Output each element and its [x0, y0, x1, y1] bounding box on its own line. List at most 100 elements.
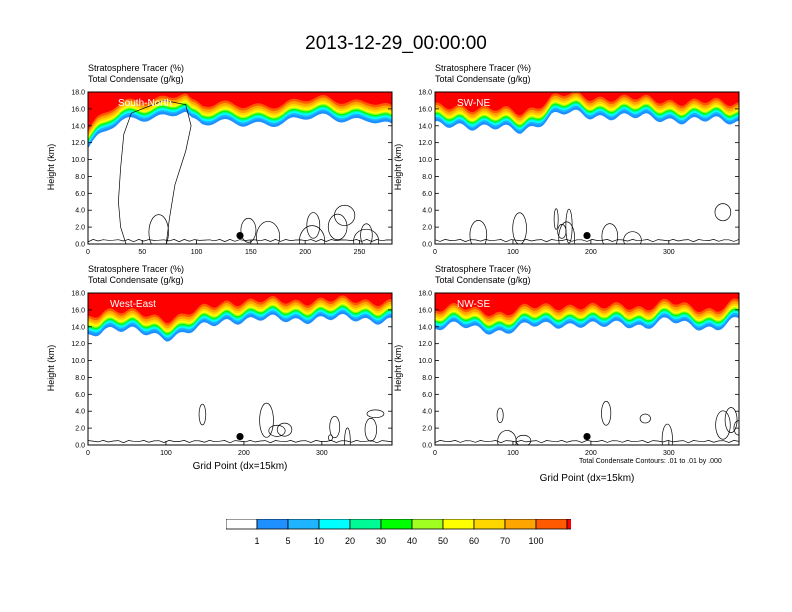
panel-3-contour [198, 403, 207, 426]
panel-4-ytick-label: 10.0 [418, 358, 432, 365]
panel-4-ytick-label: 16.0 [418, 307, 432, 314]
panel-4-frame [434, 292, 740, 446]
panel-2-region-label: SW-NE [457, 98, 490, 109]
panel-3-contour [364, 417, 377, 442]
panel-3-xtick-label: 100 [160, 450, 172, 457]
panel-2-title-condensate: Total Condensate (g/kg) [435, 74, 531, 84]
panel-2-ytick-label: 0.0 [422, 242, 432, 249]
colorbar-label: 30 [376, 536, 386, 546]
colorbar-swatch [442, 519, 475, 530]
panel-1-title-tracer: Stratosphere Tracer (%) [88, 63, 185, 73]
panel-4-contour [515, 434, 532, 445]
panel-2-location-marker [583, 231, 591, 240]
panel-3-xtick-label: 0 [86, 450, 90, 457]
panel-3-plot: West-East 0.0 2.0 4.0 6.0 8.0 10.0 12.0 14.0 16.0… [71, 291, 393, 457]
panel-1-location-marker [236, 231, 244, 240]
panel-4-ytick-label: 8.0 [422, 375, 432, 382]
panel-3-ytick-label: 10.0 [71, 358, 85, 365]
panel-3-contour [329, 415, 341, 439]
panel-4-ytick-label: 14.0 [418, 324, 432, 331]
panel-1-plot: South-North 0.0 2.0 4.0 6.0 8.0 10.0 12.0 14.0 16… [71, 90, 393, 256]
colorbar: 1 5 10 20 30 40 50 60 70 100 [226, 519, 571, 546]
panel-3-title-condensate: Total Condensate (g/kg) [88, 275, 184, 285]
panel-4-contour [639, 413, 651, 424]
panel-4-xtick-label: 200 [585, 450, 597, 457]
panel-2-tracer-band-11 [435, 92, 739, 116]
panel-1-ytick-label: 18.0 [71, 90, 85, 97]
panel-2-ytick-label: 14.0 [418, 123, 432, 130]
panel-3-ytick-label: 18.0 [71, 291, 85, 298]
panel-1-xtick-label: 200 [299, 249, 311, 256]
panel-1-frame [87, 91, 393, 245]
panel-1-contour [306, 212, 321, 239]
panel-2-field [435, 92, 739, 244]
panel-2-contour [565, 208, 573, 244]
panel-2-plot: SW-NE 0.0 2.0 4.0 6.0 8.0 10.0 12.0 14.0 16.0 18.0… [418, 90, 740, 256]
panel-2-ytick-label: 16.0 [418, 106, 432, 113]
panel-3-ytick-label: 2.0 [75, 426, 85, 433]
panel-3-ylabel: Height (km) [46, 344, 56, 392]
panel-1-xtick-label: 0 [86, 249, 90, 256]
colorbar-label: 40 [407, 536, 417, 546]
panel-2-ytick-label: 18.0 [418, 90, 432, 97]
colorbar-label: 10 [314, 536, 324, 546]
panel-2-xtick-label: 300 [663, 249, 675, 256]
panel-2-ytick-label: 10.0 [418, 157, 432, 164]
panel-3-ytick-label: 14.0 [71, 324, 85, 331]
panel-1-ytick-label: 10.0 [71, 157, 85, 164]
panel-4-ytick-label: 18.0 [418, 291, 432, 298]
colorbar-swatch [504, 519, 537, 530]
panel-1-contour [334, 204, 356, 226]
panel-4-contour [661, 423, 673, 445]
panel-1-ytick-label: 4.0 [75, 208, 85, 215]
panel-2-frame [434, 91, 740, 245]
figure-title: 2013-12-29_00:00:00 [305, 33, 487, 54]
panel-3-ytick-label: 16.0 [71, 307, 85, 314]
panel-1-cloud-contour [118, 100, 192, 244]
panel-3-contour [268, 424, 286, 437]
colorbar-swatch [566, 519, 571, 530]
panel-1-tracer-band-8 [88, 92, 392, 138]
colorbar-swatch [318, 519, 351, 530]
panel-3-xtick-label: 200 [238, 450, 250, 457]
panel-1-contour [256, 221, 281, 244]
panel-4-footnote: Total Condensate Contours: .01 to .01 by… [579, 458, 722, 465]
panel-4-xlabel: Grid Point (dx=15km) [539, 473, 635, 484]
panel-3-ytick-label: 0.0 [75, 443, 85, 450]
panel-4-field [435, 293, 739, 445]
panel-1-contour [148, 214, 169, 244]
panel-1-ytick-label: 12.0 [71, 140, 85, 147]
panel-3-frame [87, 292, 393, 446]
panel-1-field [88, 92, 392, 244]
panel-3-ytick-label: 8.0 [75, 375, 85, 382]
panel-2-contour [469, 219, 488, 244]
panel-3-xlabel: Grid Point (dx=15km) [192, 461, 288, 472]
panel-1-ytick-label: 16.0 [71, 106, 85, 113]
panel-3-surface-contour [88, 440, 392, 444]
panel-2-contour [557, 224, 567, 239]
colorbar-label: 100 [528, 536, 543, 546]
panel-1-surface-contour [88, 239, 392, 243]
panel-3-ytick-label: 12.0 [71, 341, 85, 348]
colorbar-label: 5 [285, 536, 290, 546]
panel-4-ylabel: Height (km) [393, 344, 403, 392]
colorbar-swatch [226, 519, 258, 530]
panel-2-xtick-label: 200 [585, 249, 597, 256]
panel-3-ytick-label: 4.0 [75, 409, 85, 416]
colorbar-swatch [256, 519, 289, 530]
panel-3-region-label: West-East [110, 299, 156, 310]
panel-1-tracer-band-11 [88, 92, 392, 130]
colorbar-swatch [535, 519, 568, 530]
panel-4-ytick-label: 0.0 [422, 443, 432, 450]
panel-1-xtick-label: 50 [138, 249, 146, 256]
colorbar-label: 1 [254, 536, 259, 546]
colorbar-label: 60 [469, 536, 479, 546]
panel-3-ytick-label: 6.0 [75, 392, 85, 399]
panel-4-contour [724, 407, 738, 433]
panel-2-ytick-label: 4.0 [422, 208, 432, 215]
panel-4-contour [715, 410, 731, 440]
panel-2-ytick-label: 8.0 [422, 174, 432, 181]
colorbar-swatch [473, 519, 506, 530]
panel-2-condensate-contours [435, 203, 739, 244]
panel-1-ytick-label: 14.0 [71, 123, 85, 130]
